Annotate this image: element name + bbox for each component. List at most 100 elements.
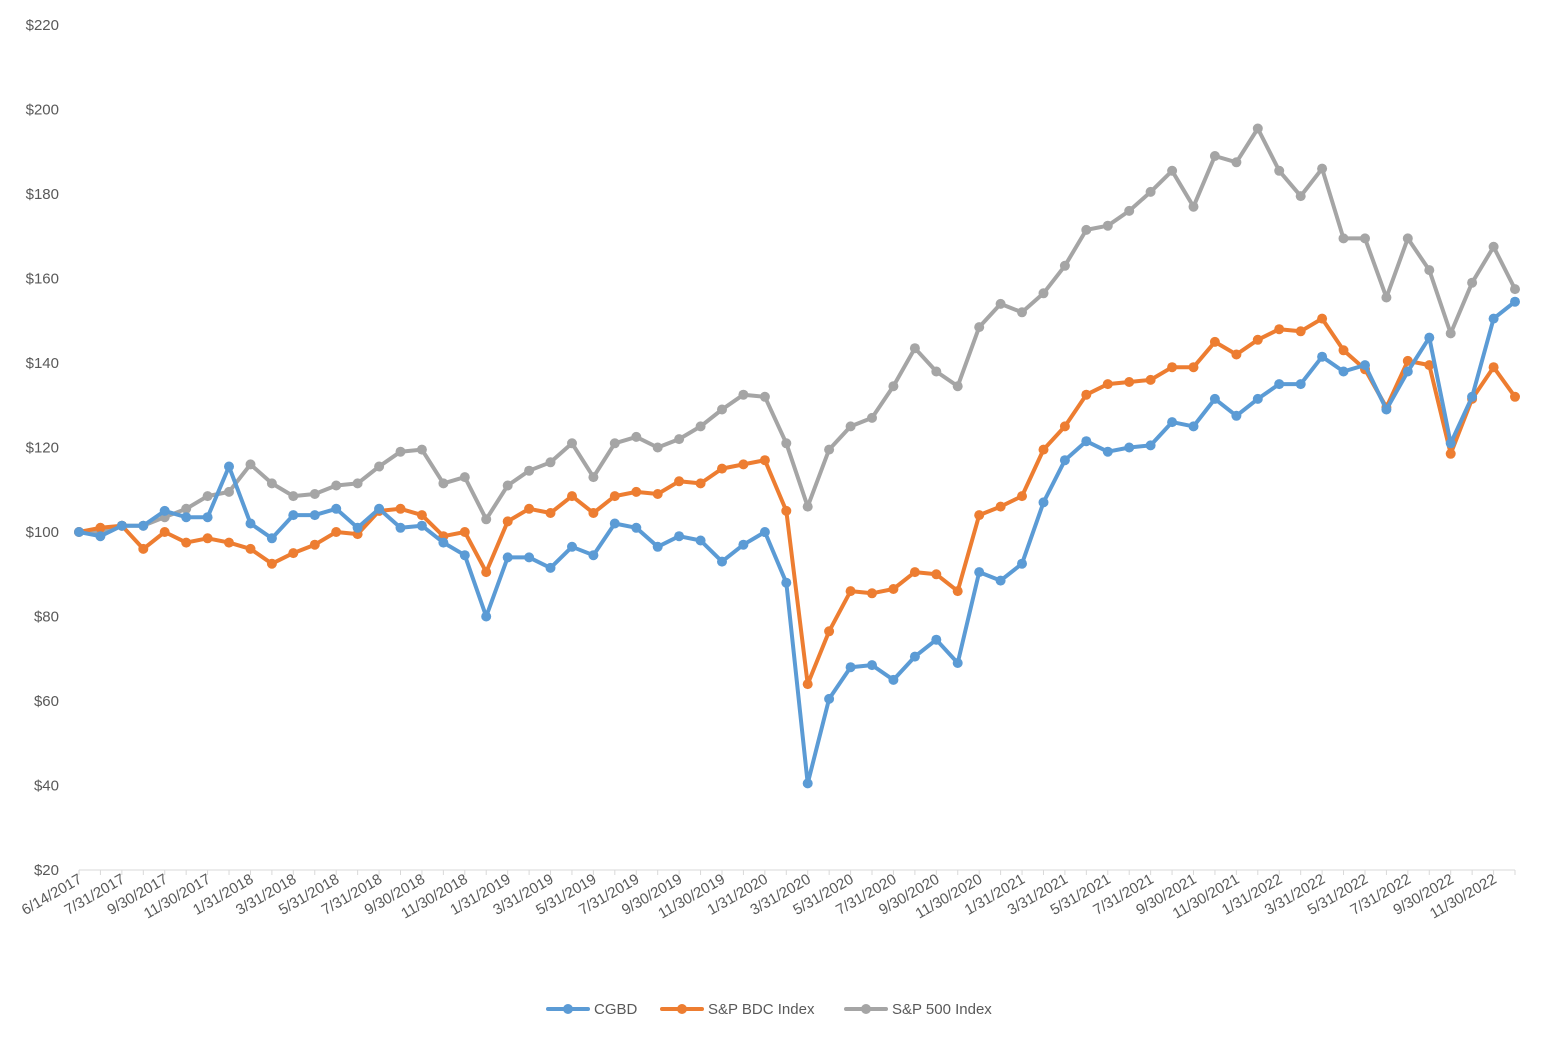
data-point [74,527,84,537]
data-point [609,491,620,502]
data-point [867,588,877,599]
data-point [1381,404,1392,415]
data-point [1317,313,1328,324]
data-point [524,465,535,476]
series-cgbd [74,296,1520,789]
data-point [245,459,256,470]
data-point [1510,296,1520,307]
data-point [1467,277,1478,288]
data-point [374,503,385,514]
data-point [202,512,213,523]
data-point [974,510,985,521]
data-point [1059,455,1070,466]
data-point [95,522,106,533]
data-point [995,575,1006,586]
data-point [1081,224,1092,235]
data-point [1424,265,1435,276]
data-point [738,389,749,400]
data-point [888,381,899,392]
data-point [738,539,749,550]
data-point [1445,328,1456,339]
data-point [909,343,920,354]
data-point [1274,324,1285,335]
data-point [802,778,813,789]
data-point [1017,558,1027,569]
legend-label: CGBD [594,1001,638,1018]
data-point [1445,448,1456,459]
data-point [674,531,685,542]
data-point [202,491,213,502]
data-point [524,503,535,514]
data-point [567,491,577,502]
data-point [266,478,277,489]
y-tick-label: $60 [34,693,59,710]
data-point [245,518,256,529]
data-point [1295,326,1306,337]
legend-marker [677,1004,687,1014]
data-point [224,537,234,548]
data-point [1338,345,1349,356]
data-point [738,459,749,470]
data-point [138,543,149,554]
legend-label: S&P BDC Index [708,1001,815,1018]
data-point [1317,163,1328,174]
data-point [1167,362,1178,373]
data-point [1102,379,1113,390]
data-point [609,518,620,529]
data-point [1124,442,1135,453]
data-point [781,505,792,516]
data-point [631,522,642,533]
y-tick-label: $100 [26,524,59,541]
data-point [181,503,192,514]
data-point [502,480,513,491]
data-point [631,431,642,442]
data-point [931,634,942,645]
y-tick-label: $140 [26,355,59,372]
data-point [1510,284,1520,295]
y-tick-label: $40 [34,778,59,795]
data-point [995,298,1006,309]
data-point [159,527,170,537]
data-point [459,472,470,483]
data-point [931,569,942,580]
data-point [952,586,963,597]
data-point [631,486,642,497]
data-point [1252,123,1263,134]
y-tick-label: $220 [26,17,59,34]
data-point [352,522,363,533]
data-point [1124,377,1135,387]
data-point [1488,241,1499,252]
data-point [202,533,213,544]
data-point [545,508,556,518]
y-tick-label: $20 [34,862,59,879]
data-point [652,541,663,552]
data-point [1188,421,1199,432]
data-point [309,539,320,550]
data-point [481,567,492,578]
legend-item: CGBD [546,1001,638,1018]
data-point [331,527,342,537]
data-point [824,693,835,704]
data-point [416,444,427,455]
data-point [674,476,685,487]
data-point [1295,191,1306,202]
data-point [224,461,234,472]
data-point [309,489,320,499]
data-point [588,550,599,561]
data-point [674,434,685,445]
data-point [1445,438,1456,449]
y-tick-label: $160 [26,271,59,288]
data-point [1338,233,1349,244]
data-point [974,322,985,333]
data-point [1467,391,1478,402]
data-point [138,520,149,531]
series-line [77,299,1517,786]
data-point [416,510,427,521]
data-point [1252,334,1263,345]
data-point [609,438,620,449]
data-point [952,658,963,668]
data-point [1274,165,1285,176]
data-point [1145,440,1156,451]
y-axis: $20 $40 $60 $80 $100 $120 $140 $160 $180 $200 $220 [26,17,59,879]
